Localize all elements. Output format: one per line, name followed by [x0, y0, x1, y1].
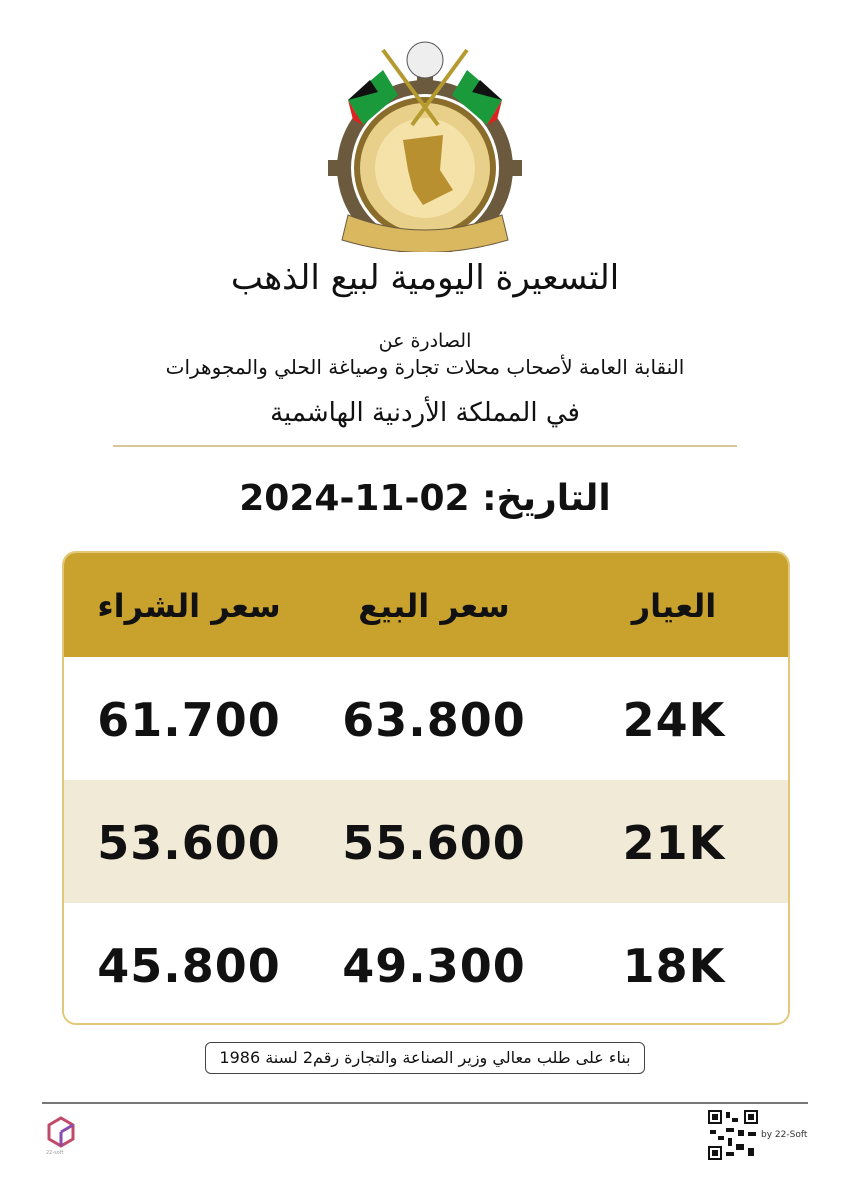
decree-note: بناء على طلب معالي وزير الصناعة والتجارة…: [205, 1042, 645, 1074]
karat: 24K: [622, 693, 726, 747]
header-karat: العيار: [631, 587, 717, 625]
footer-divider: [42, 1102, 808, 1104]
header-sell: سعر البيع: [358, 587, 510, 625]
date-value: 02-11-2024: [239, 478, 470, 519]
price-table: العيار سعر البيع سعر الشراء 24K 63.800 6…: [62, 551, 790, 1025]
22soft-logo-icon: [47, 1116, 75, 1148]
table-row: 21K 55.600 53.600: [64, 780, 788, 903]
sell-price: 55.600: [342, 816, 526, 870]
sell-price: 63.800: [342, 693, 526, 747]
date-label: التاريخ:: [482, 478, 611, 519]
table-header: العيار سعر البيع سعر الشراء: [64, 553, 788, 657]
union-logo: [328, 41, 522, 252]
page-title: التسعيرة اليومية لبيع الذهب: [230, 258, 620, 298]
buy-price: 53.600: [97, 816, 281, 870]
date-line: التاريخ: 02-11-2024: [0, 478, 850, 519]
union-name: النقابة العامة لأصحاب محلات تجارة وصياغة…: [165, 355, 685, 379]
issued-by: الصادرة عن: [378, 330, 472, 352]
kingdom-name: في المملكة الأردنية الهاشمية: [270, 398, 580, 428]
buy-price: 61.700: [97, 693, 281, 747]
footer-logo-text: 22-soft: [46, 1150, 64, 1156]
qr-code-icon[interactable]: [708, 1110, 758, 1160]
karat: 21K: [622, 816, 726, 870]
header-buy: سعر الشراء: [97, 587, 281, 625]
footer-credit: by 22-Soft: [761, 1130, 808, 1140]
table-row: 24K 63.800 61.700: [64, 657, 788, 780]
divider: [113, 445, 737, 447]
sell-price: 49.300: [342, 939, 526, 993]
buy-price: 45.800: [97, 939, 281, 993]
table-row: 18K 49.300 45.800: [64, 903, 788, 1023]
karat: 18K: [622, 939, 726, 993]
